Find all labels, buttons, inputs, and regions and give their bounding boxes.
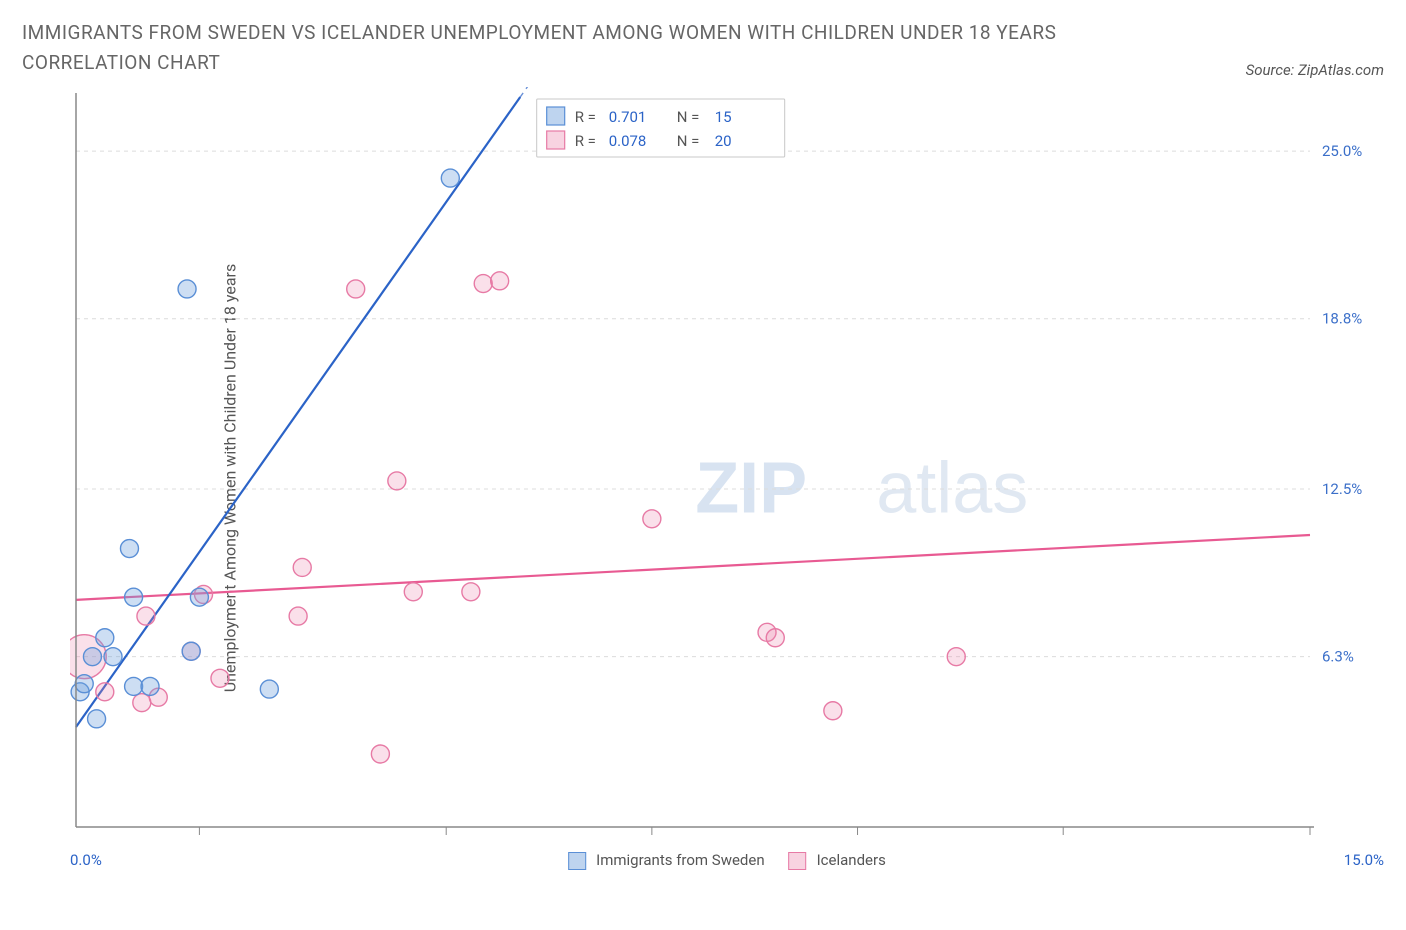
legend-swatch-blue [568,852,586,870]
svg-text:N =: N = [677,108,700,126]
data-point-blue [88,710,106,728]
data-point-pink [404,583,422,601]
legend-label-pink: Icelanders [817,851,886,869]
legend-swatch-pink [789,852,807,870]
data-point-pink [289,607,307,625]
x-axis-max-label: 15.0% [1344,851,1384,869]
svg-text:R =: R = [575,132,596,150]
svg-text:N =: N = [677,132,700,150]
data-point-pink [371,745,389,763]
data-point-pink [824,702,842,720]
legend-item-blue: Immigrants from Sweden [568,850,764,870]
svg-text:20: 20 [715,132,732,150]
data-point-blue [441,169,459,187]
legend-item-pink: Icelanders [789,850,886,870]
x-axis-min-label: 0.0% [70,851,102,869]
data-point-pink [137,607,155,625]
svg-text:15: 15 [715,108,732,126]
chart-title: IMMIGRANTS FROM SWEDEN VS ICELANDER UNEM… [22,18,1142,79]
scatter-plot: ZIPatlas6.3%12.5%18.8%25.0%R =0.701N =15… [70,87,1380,847]
data-point-blue [104,647,122,665]
data-point-blue [75,674,93,692]
data-point-pink [474,274,492,292]
data-point-blue [125,677,143,695]
data-point-pink [133,693,151,711]
svg-text:R =: R = [575,108,596,126]
data-point-pink [766,629,784,647]
data-point-pink [211,669,229,687]
data-point-blue [182,642,200,660]
data-point-blue [83,647,101,665]
svg-text:6.3%: 6.3% [1322,647,1354,665]
data-point-pink [491,272,509,290]
data-point-blue [141,677,159,695]
data-point-pink [96,683,114,701]
data-point-blue [125,588,143,606]
data-point-pink [643,510,661,528]
svg-text:18.8%: 18.8% [1322,309,1362,327]
series-legend: Immigrants from Sweden Icelanders [568,850,886,870]
data-point-blue [96,629,114,647]
svg-text:0.701: 0.701 [609,108,647,126]
svg-text:12.5%: 12.5% [1322,480,1362,498]
svg-text:0.078: 0.078 [609,132,647,150]
data-point-blue [178,280,196,298]
data-point-blue [120,539,138,557]
data-point-blue [260,680,278,698]
data-point-blue [190,588,208,606]
data-point-pink [388,472,406,490]
source-citation: Source: ZipAtlas.com [1246,61,1384,79]
legend-label-blue: Immigrants from Sweden [596,851,764,869]
data-point-pink [462,583,480,601]
data-point-pink [293,558,311,576]
data-point-pink [947,647,965,665]
svg-text:25.0%: 25.0% [1322,142,1362,160]
data-point-pink [347,280,365,298]
